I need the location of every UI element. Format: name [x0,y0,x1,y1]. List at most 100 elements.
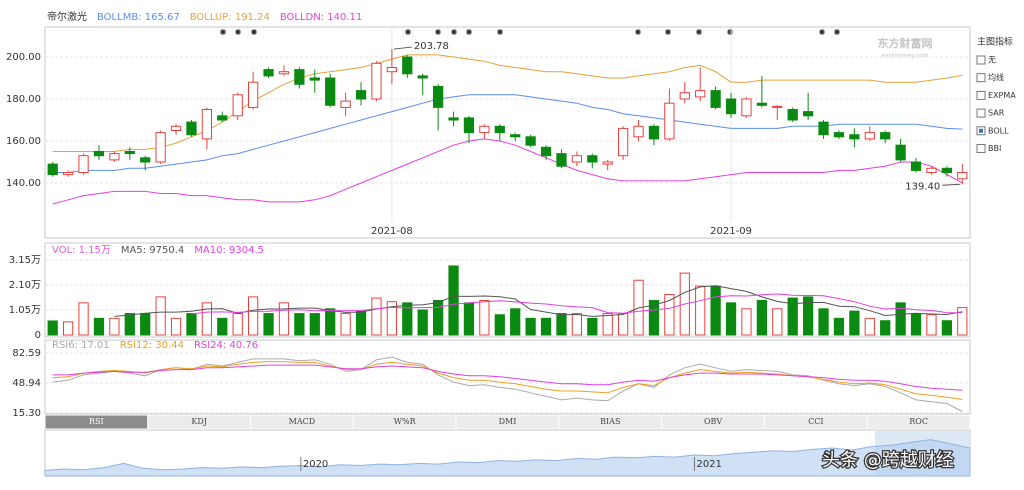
candle-body [140,157,151,163]
indicator-option[interactable]: SAR [988,109,1005,118]
candle-body [895,144,906,161]
checkbox[interactable] [976,108,986,118]
candle-body [402,56,413,75]
legend-entry: RSI6: 17.01 [52,340,110,351]
indicator-tab-label[interactable]: ROC [909,417,928,426]
checkbox-mark[interactable] [979,128,983,133]
candle-body [463,117,475,134]
y-tick-label: 1.05万 [9,305,41,316]
indicator-tab-label[interactable]: KDJ [191,417,207,426]
candle-body [772,105,783,108]
volume-bar [278,302,290,336]
volume-bar [587,317,598,336]
candle-body [325,77,336,106]
volume-bar [494,314,505,336]
y-tick-label: 200.00 [6,52,41,63]
volume-bar [803,296,814,336]
candle-body [217,115,228,121]
candle-body [232,94,243,117]
indicator-tab-label[interactable]: MACD [289,417,316,426]
candle-body [633,125,644,138]
indicator-tab-label[interactable]: CCI [808,417,823,426]
volume-bar [725,302,737,336]
volume-bar [124,313,135,336]
indicator-tab-label[interactable]: BIAS [600,417,620,426]
candle-body [833,132,845,138]
volume-bar [787,297,798,336]
y-tick-label: 3.15万 [9,255,41,266]
indicator-option[interactable]: BBI [988,144,1001,153]
annotation-arrow [942,183,961,186]
indicator-option[interactable]: 无 [988,56,996,65]
indicator-tab-label[interactable]: DMI [499,417,517,426]
y-tick-label: 48.94 [12,378,41,389]
checkbox[interactable] [976,55,986,65]
indicator-option[interactable]: 均线 [988,72,1004,82]
candle-body [201,109,212,140]
volume-bar [556,313,567,336]
volume-bar [232,313,243,336]
indicator-tab-label[interactable]: RSI [89,417,104,426]
volume-bar [648,299,660,336]
volume-bar [941,320,952,336]
volume-bar [355,310,367,336]
candle-body [957,172,968,180]
volume-bar [248,296,259,336]
candle-body [618,127,629,157]
checkbox[interactable] [976,73,986,83]
y-tick-label: 0 [35,330,41,341]
volume-bar [155,296,166,336]
candle-body [941,167,952,174]
rsi-panel [44,339,971,415]
candle-body [756,102,767,106]
volume-bar [63,321,74,336]
volume-bar [263,313,274,336]
volume-bar [710,285,721,336]
checkbox[interactable] [976,90,986,100]
checkbox[interactable] [976,144,986,153]
legend-entry: RSI24: 40.76 [194,340,258,351]
candle-body [294,69,305,85]
volume-bar [448,265,459,336]
indicator-tab-label[interactable]: W%R [394,417,417,426]
volume-bar [309,313,320,336]
volume-bar [664,294,675,336]
main-panel [44,26,971,239]
rsi-line [52,356,963,412]
volume-bar [340,313,351,336]
legend-entry: BOLLMB: 165.67 [97,12,180,23]
candle-body [47,163,58,176]
legend-entry: 帝尔激光 [47,10,87,23]
annotation-arrow [393,46,412,50]
indicator-option[interactable]: BOLL [988,126,1009,135]
candle-body [479,125,490,134]
legend-entry: MA5: 9750.4 [121,245,184,256]
indicator-option[interactable]: EXPMA [988,91,1016,100]
volume-bar [417,309,428,336]
indicator-tab[interactable] [866,414,971,430]
candle-body [587,155,598,163]
candle-body [787,109,798,121]
candle-body [109,153,120,161]
candle-body [386,67,397,73]
candle-body [725,98,737,115]
volume-bar [463,302,475,336]
y-tick-label: 82.59 [12,348,41,359]
volume-bar [201,302,212,336]
volume-panel [44,242,971,338]
candle-body [248,81,259,108]
candle-body [278,71,290,75]
candle-body [263,69,274,77]
x-tick-label: 2021-08 [371,226,413,237]
volume-bar [695,285,706,336]
volume-bar [140,313,151,336]
legend-entry: RSI12: 30.44 [120,340,184,351]
y-tick-label: 15.30 [12,408,41,419]
candle-body [417,75,428,79]
legend-entry: BOLLDN: 140.11 [280,12,362,23]
watermark: 头条 @跨越财经 [822,450,954,471]
candle-body [340,100,351,108]
indicator-tab-label[interactable]: OBV [704,417,722,426]
